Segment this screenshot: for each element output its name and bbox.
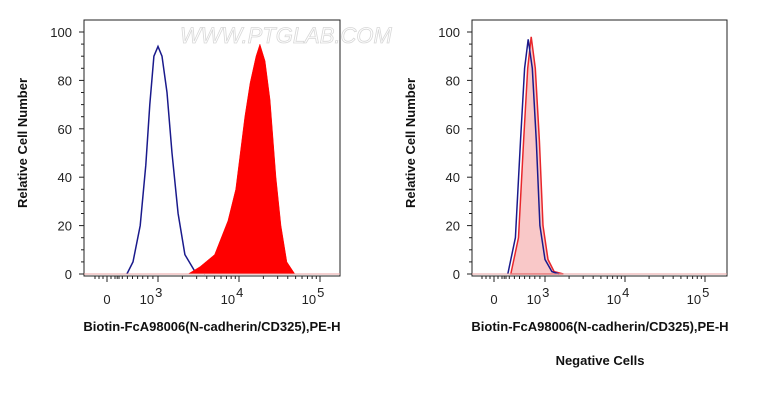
y-tick-label: 0	[453, 267, 460, 282]
y-tick-label: 100	[50, 25, 72, 40]
plot-frame	[471, 19, 728, 277]
x-tick-label: 0	[490, 292, 497, 307]
x-tick-label: 104	[607, 285, 630, 307]
watermark: WWW.PTGLAB.COM	[180, 23, 393, 48]
plot-frame	[83, 19, 341, 277]
x-axis-label: Biotin-FcA98006(N-cadherin/CD325),PE-H	[471, 319, 728, 334]
histogram-series-1	[507, 39, 560, 275]
plot-caption: Negative Cells	[556, 353, 645, 368]
x-tick-label: 105	[687, 285, 710, 307]
x-tick-label: 103	[140, 285, 163, 307]
y-tick-label: 40	[446, 170, 460, 185]
x-tick-label: 104	[221, 285, 244, 307]
x-axis-label: Biotin-FcA98006(N-cadherin/CD325),PE-H	[83, 319, 340, 334]
x-tick-label: 103	[527, 285, 550, 307]
y-tick-label: 80	[58, 73, 72, 88]
y-axis-label: Relative Cell Number	[15, 78, 30, 208]
y-tick-label: 60	[446, 122, 460, 137]
y-tick-label: 20	[446, 219, 460, 234]
plot-left: 0 20 40 60 80 100 0 103 104 105 Relative Cell Numb…	[15, 19, 341, 334]
x-tick-label: 105	[302, 285, 325, 307]
y-axis-label: Relative Cell Number	[403, 78, 418, 208]
histogram-series-0	[126, 44, 206, 275]
x-tick-label: 0	[103, 292, 110, 307]
y-tick-label: 60	[58, 122, 72, 137]
plot-right-negative-cells: 0 20 40 60 80 100 0 103 104 105 Relative Cell Numb…	[403, 19, 729, 368]
y-tick-label: 20	[58, 219, 72, 234]
y-tick-label: 40	[58, 170, 72, 185]
y-tick-label: 100	[438, 25, 460, 40]
y-tick-label: 0	[65, 267, 72, 282]
y-tick-label: 80	[446, 73, 460, 88]
histogram-series-1	[187, 43, 296, 275]
